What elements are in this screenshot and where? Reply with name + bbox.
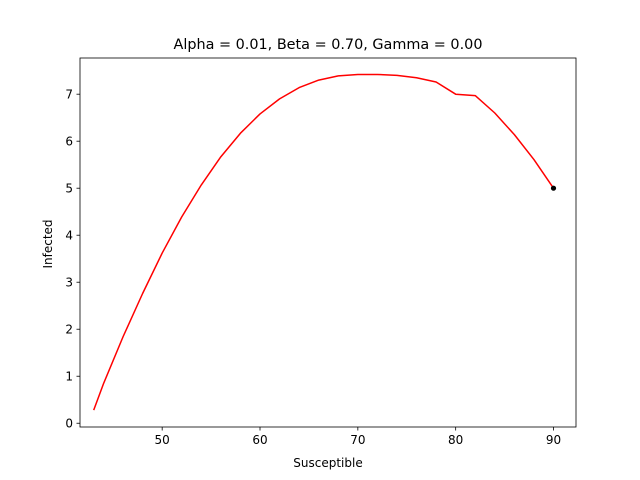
y-axis-label: Infected [41, 219, 55, 268]
x-tick-label: 80 [448, 433, 463, 447]
axes-frame [79, 57, 577, 428]
y-tick-label: 6 [65, 135, 73, 149]
x-tick-label: 90 [546, 433, 561, 447]
x-tick-label: 70 [350, 433, 365, 447]
y-tick-label: 0 [65, 417, 73, 431]
y-tick-label: 5 [65, 182, 73, 196]
y-tick-label: 1 [65, 370, 73, 384]
y-tick-label: 3 [65, 276, 73, 290]
x-axis-label: Susceptible [293, 456, 362, 470]
series-line-0 [92, 73, 555, 411]
start-point-marker [550, 185, 557, 191]
y-tick-label: 2 [65, 323, 73, 337]
y-tick-label: 7 [65, 88, 73, 102]
y-tick-label: 4 [65, 229, 73, 243]
plot-area: 50 60 70 80 90 0 1 2 3 4 5 6 7 [65, 57, 577, 447]
x-tick-label: 50 [155, 433, 170, 447]
x-tick-label: 60 [252, 433, 267, 447]
chart-title: Alpha = 0.01, Beta = 0.70, Gamma = 0.00 [174, 37, 483, 53]
